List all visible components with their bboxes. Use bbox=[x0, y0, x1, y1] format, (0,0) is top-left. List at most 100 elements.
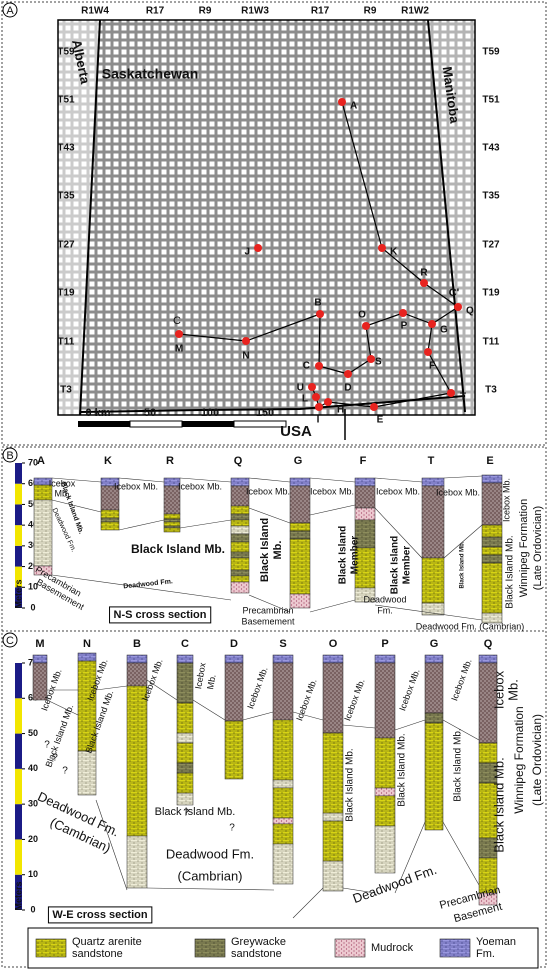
section-line bbox=[318, 313, 321, 367]
panel-letter-circle bbox=[2, 2, 18, 18]
correlation-line bbox=[95, 799, 128, 891]
well-site bbox=[312, 393, 320, 401]
section-label: Mb. bbox=[205, 674, 217, 691]
lithology-layer bbox=[374, 825, 396, 874]
tick-label: 30 bbox=[28, 799, 38, 809]
correlation-line bbox=[342, 887, 376, 894]
lithology-layer bbox=[481, 524, 503, 538]
tick-label: 70 bbox=[28, 457, 38, 467]
lithology-layer bbox=[481, 546, 503, 556]
well-label: F bbox=[360, 455, 367, 467]
tick-label: 40 bbox=[28, 520, 38, 530]
section-label: (Late Ordovician) bbox=[532, 506, 544, 590]
lithology-layer bbox=[126, 654, 148, 664]
site-label: K bbox=[390, 247, 398, 258]
lithology-layer bbox=[176, 792, 194, 806]
lithology-layer bbox=[289, 522, 311, 532]
section-line bbox=[431, 306, 459, 325]
well-site bbox=[324, 398, 332, 406]
axis-band bbox=[15, 804, 22, 840]
well-site bbox=[428, 320, 436, 328]
tick-label: 10 bbox=[28, 582, 38, 592]
scale-bar bbox=[233, 420, 287, 428]
tick-label: 50 bbox=[28, 499, 38, 509]
section-line bbox=[427, 351, 452, 394]
axis-band bbox=[15, 504, 22, 526]
section-line bbox=[347, 358, 372, 375]
section-label: (Cambrian) bbox=[177, 868, 242, 883]
lithology-layer bbox=[230, 557, 250, 571]
section-label: Icebox Mb. bbox=[342, 677, 366, 722]
lithology-layer bbox=[176, 654, 194, 664]
well-site bbox=[399, 309, 407, 317]
section-mark: C' bbox=[449, 287, 460, 299]
section-label: Icebox Mb. bbox=[246, 486, 290, 496]
section-label: Black Island Mb. bbox=[155, 806, 236, 818]
site-label: F bbox=[429, 361, 435, 372]
well-site bbox=[454, 303, 462, 311]
scale-bar bbox=[182, 421, 234, 427]
site-label: I bbox=[317, 415, 320, 426]
axis-label: Meters bbox=[13, 881, 23, 910]
panel-letter-circle bbox=[2, 632, 18, 648]
panel-letter-circle bbox=[2, 447, 18, 463]
lithology-layer bbox=[322, 820, 344, 862]
tick-label: 0 bbox=[30, 602, 35, 612]
lithology-layer bbox=[289, 593, 311, 609]
well-site bbox=[378, 244, 386, 252]
correlation-line bbox=[394, 719, 426, 731]
section-line bbox=[318, 365, 349, 375]
lithology-layer bbox=[272, 823, 294, 845]
correlation-line bbox=[342, 724, 376, 729]
lithology-layer bbox=[354, 587, 376, 603]
well-label: A bbox=[37, 455, 45, 467]
well-site bbox=[316, 310, 324, 318]
section-label: Deadwood Fm. (Cambrian) bbox=[416, 621, 525, 631]
well-label: G bbox=[294, 455, 303, 467]
axis-band bbox=[15, 483, 22, 505]
site-label: G bbox=[440, 325, 448, 336]
correlation-line bbox=[248, 477, 291, 483]
tick-label: 50 bbox=[28, 728, 38, 738]
legend-label: Fm. bbox=[476, 948, 495, 960]
map-frame bbox=[57, 19, 476, 416]
correlation-line bbox=[192, 699, 226, 721]
correlation-line bbox=[179, 519, 232, 529]
tick-label: 20 bbox=[28, 834, 38, 844]
lithology-layer bbox=[230, 551, 250, 559]
axis-band bbox=[15, 587, 22, 608]
well-site bbox=[370, 403, 378, 411]
lithology-layer bbox=[481, 474, 503, 484]
township-label: T59 bbox=[482, 47, 500, 58]
section-label: Black Island Mb. bbox=[491, 757, 506, 852]
scale-label: 100 bbox=[201, 407, 219, 419]
legend-swatch bbox=[334, 938, 366, 958]
township-label: T11 bbox=[58, 337, 75, 348]
lithology-layer bbox=[424, 654, 444, 664]
axis-band bbox=[15, 874, 22, 910]
correlation-line bbox=[248, 507, 291, 524]
lithology-layer bbox=[176, 742, 194, 764]
township-label: T43 bbox=[57, 143, 75, 154]
lithology-layer bbox=[126, 835, 148, 889]
lithology-layer bbox=[230, 513, 250, 521]
township-grid bbox=[58, 20, 475, 415]
lithology-layer bbox=[374, 737, 396, 789]
alberta-area bbox=[58, 20, 100, 415]
correlation-line bbox=[443, 475, 483, 479]
well-site bbox=[367, 355, 375, 363]
section-label: Icebox Mb. bbox=[501, 478, 511, 522]
well-label: K bbox=[104, 455, 112, 467]
correlation-line bbox=[442, 821, 480, 886]
section-label: Black Island bbox=[259, 518, 271, 582]
well-site bbox=[315, 403, 323, 411]
section-label: Icebox bbox=[193, 661, 208, 689]
correlation-line bbox=[146, 679, 178, 701]
lithology-layer bbox=[374, 787, 396, 797]
range-label: R1W2 bbox=[401, 6, 429, 17]
lithology-layer bbox=[163, 521, 181, 527]
legend-label: sandstone bbox=[231, 948, 282, 960]
lithology-layer bbox=[424, 712, 444, 724]
